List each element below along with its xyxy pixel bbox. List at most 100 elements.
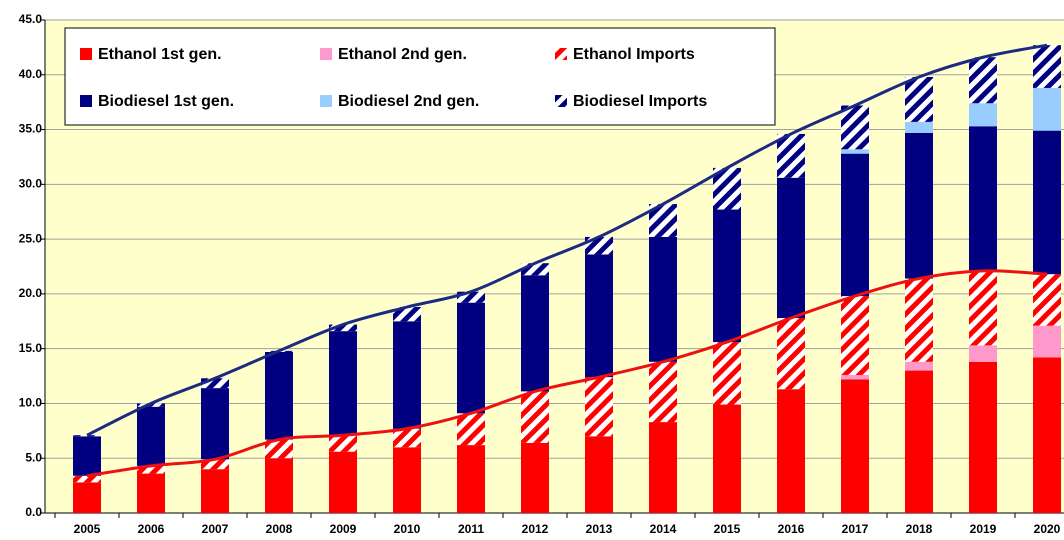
- bar-segment: [905, 361, 933, 371]
- y-tick-label: 35.0: [19, 122, 43, 136]
- bar-segment: [393, 428, 421, 448]
- bar-segment: [329, 324, 357, 332]
- x-tick-label: 2012: [522, 522, 549, 536]
- bar-segment: [713, 167, 741, 210]
- bar-segment: [969, 270, 997, 346]
- bar-segment: [905, 370, 933, 513]
- legend-swatch: [320, 48, 332, 60]
- total-line: [86, 43, 1048, 437]
- bar-segment: [905, 278, 933, 362]
- y-tick-label: 20.0: [19, 286, 43, 300]
- bar-segment: [137, 473, 165, 513]
- bar-segment: [1033, 130, 1061, 275]
- bar-segment: [393, 321, 421, 429]
- bar-segment: [73, 475, 101, 483]
- x-tick-label: 2014: [650, 522, 677, 536]
- bar-segment: [1033, 45, 1061, 88]
- bar-segment: [521, 275, 549, 392]
- bar-segment: [137, 403, 165, 407]
- bar-segment: [649, 236, 677, 362]
- y-tick-label: 30.0: [19, 177, 43, 191]
- bar-segment: [585, 377, 613, 437]
- x-tick-label: 2018: [906, 522, 933, 536]
- legend: Ethanol 1st gen. Ethanol 2nd gen. Ethanol …: [64, 27, 776, 126]
- bar-segment: [1033, 87, 1061, 131]
- bar-segment: [841, 379, 869, 513]
- bar-segment: [713, 342, 741, 405]
- x-tick-label: 2007: [202, 522, 229, 536]
- legend-swatch: [555, 95, 567, 107]
- bar-segment: [841, 296, 869, 375]
- total-line: [86, 269, 1048, 478]
- bar-segment: [393, 307, 421, 322]
- bar-segment: [521, 442, 549, 513]
- bar-segment: [777, 133, 805, 178]
- legend-label: Biodiesel 1st gen.: [98, 93, 234, 110]
- legend-swatch: [320, 95, 332, 107]
- bar-segment: [201, 388, 229, 460]
- legend-label: Ethanol 2nd gen.: [338, 46, 467, 63]
- bar-segment: [969, 103, 997, 127]
- bar-segment: [265, 351, 293, 440]
- bar-segment: [969, 345, 997, 362]
- x-tick-label: 2011: [458, 522, 484, 536]
- y-tick-label: 15.0: [19, 341, 43, 355]
- legend-label: Ethanol Imports: [573, 46, 695, 63]
- x-tick-label: 2006: [138, 522, 165, 536]
- y-tick-label: 10.0: [19, 396, 43, 410]
- bar-segment: [841, 374, 869, 380]
- y-tick-label: 5.0: [25, 450, 42, 464]
- bar-segment: [841, 149, 869, 154]
- bar-segment: [457, 445, 485, 513]
- x-tick-label: 2019: [970, 522, 997, 536]
- x-tick-label: 2008: [266, 522, 293, 536]
- bar-segment: [585, 254, 613, 378]
- bar-segment: [1033, 274, 1061, 326]
- bar-segment: [73, 482, 101, 513]
- bar-segment: [585, 236, 613, 255]
- legend-box: [64, 27, 776, 126]
- bar-segment: [841, 153, 869, 297]
- x-tick-label: 2005: [74, 522, 101, 536]
- bar-segment: [457, 413, 485, 446]
- x-tick-label: 2020: [1034, 522, 1061, 536]
- legend-label: Biodiesel 2nd gen.: [338, 93, 479, 110]
- bar-segment: [137, 406, 165, 466]
- bar-segment: [137, 465, 165, 474]
- bar-segment: [905, 76, 933, 122]
- y-tick-label: 45.0: [19, 12, 43, 26]
- bar-segment: [73, 436, 101, 476]
- bar-segment: [201, 459, 229, 470]
- bar-segment: [841, 105, 869, 150]
- bar-segment: [649, 422, 677, 513]
- legend-label: Ethanol 1st gen.: [98, 46, 222, 63]
- bar-segment: [713, 404, 741, 513]
- y-tick-label: 40.0: [19, 67, 43, 81]
- bar-segment: [969, 126, 997, 271]
- x-tick-label: 2015: [714, 522, 741, 536]
- bar-segment: [521, 391, 549, 443]
- bar-segment: [201, 469, 229, 513]
- bar-segment: [265, 458, 293, 513]
- bar-segment: [905, 132, 933, 279]
- bar-segment: [73, 435, 101, 437]
- legend-swatch: [80, 95, 92, 107]
- bar-segment: [329, 451, 357, 513]
- bar-segment: [329, 435, 357, 452]
- x-tick-label: 2016: [778, 522, 805, 536]
- bar-segment: [777, 389, 805, 513]
- bar-segment: [585, 436, 613, 513]
- bar-segment: [457, 302, 485, 414]
- bar-segment: [265, 439, 293, 459]
- bar-segment: [969, 57, 997, 104]
- legend-label: Biodiesel Imports: [573, 93, 707, 110]
- bar-segment: [1033, 325, 1061, 358]
- bar-segment: [393, 447, 421, 513]
- y-tick-label: 0.0: [25, 505, 42, 519]
- bar-segment: [777, 317, 805, 390]
- bar-segment: [777, 177, 805, 318]
- legend-swatch: [80, 48, 92, 60]
- y-tick-label: 25.0: [19, 231, 43, 245]
- bar-segment: [905, 121, 933, 133]
